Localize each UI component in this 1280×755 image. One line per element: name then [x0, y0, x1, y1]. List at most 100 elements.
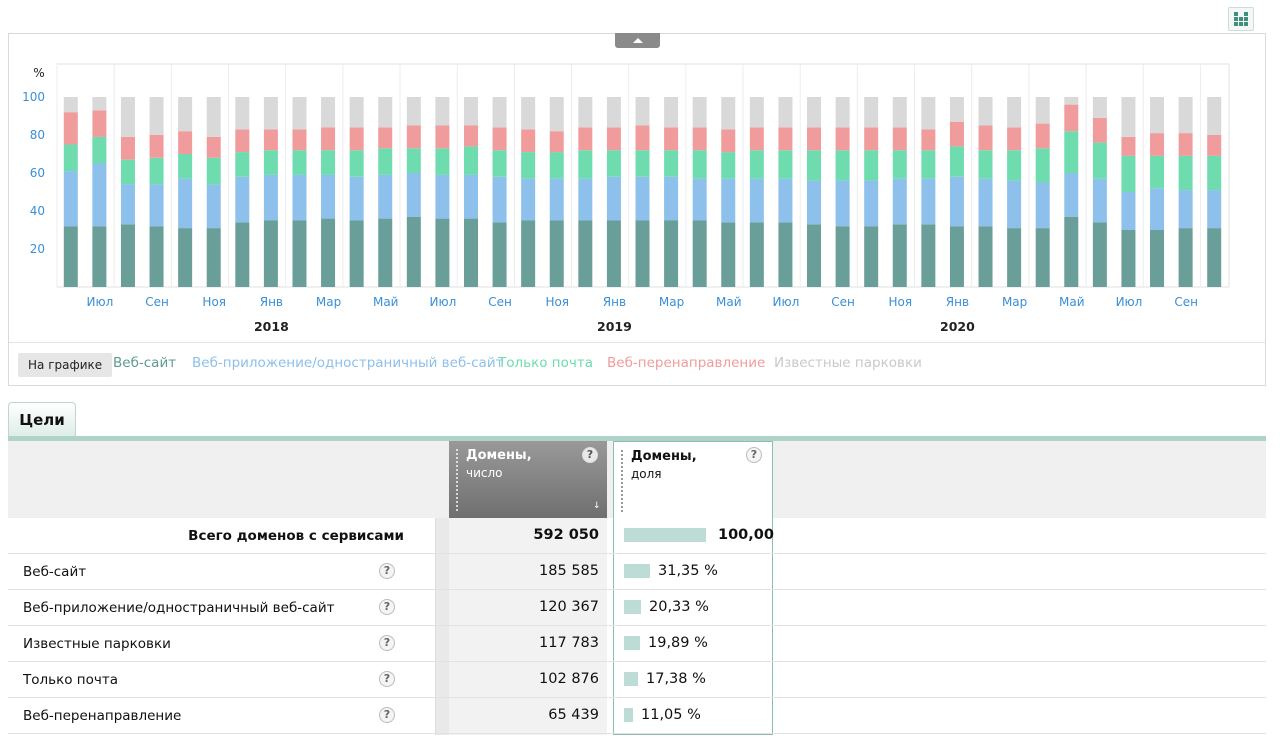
bar-segment: [435, 148, 450, 175]
legend-item-webapp[interactable]: Веб-приложение/одностраничный веб-сайт: [192, 355, 504, 371]
bar-segment: [606, 97, 621, 128]
bar-segment: [235, 97, 250, 130]
bar-segment: [692, 127, 707, 151]
x-tick-label: Янв: [603, 295, 626, 309]
bar-segment: [578, 97, 593, 128]
share-bar: [624, 600, 641, 614]
x-tick-label: Ноя: [545, 295, 569, 309]
bar-segment: [63, 112, 78, 145]
help-icon[interactable]: ?: [379, 563, 395, 579]
tab-goals[interactable]: Цели: [8, 402, 76, 438]
x-tick-label: Июл: [87, 295, 114, 309]
legend-item-mail-only[interactable]: Только почта: [498, 355, 593, 371]
bar-segment: [492, 127, 507, 151]
bar-segment: [378, 148, 393, 175]
bar-segment: [263, 97, 278, 130]
bar-segment: [1035, 182, 1050, 229]
year-label: 2019: [597, 319, 632, 334]
collapse-chart-button[interactable]: [615, 33, 660, 48]
row-label: Веб-сайт: [23, 564, 87, 580]
bar-segment: [406, 173, 421, 217]
column-header-count[interactable]: Домены, число ? ↓: [449, 441, 607, 518]
bar-segment: [835, 180, 850, 227]
bar-segment: [378, 127, 393, 149]
bar-segment: [1092, 222, 1107, 287]
bar-segment: [664, 97, 679, 128]
bar-segment: [292, 174, 307, 221]
table-row[interactable]: Только почта ? 102 876 17,38 %: [8, 662, 1266, 698]
x-tick-label: Ноя: [202, 295, 226, 309]
table-gutter: [435, 518, 449, 735]
bar-segment: [292, 97, 307, 130]
bar-segment: [92, 136, 107, 164]
bar-segment: [1064, 131, 1079, 173]
help-icon[interactable]: ?: [379, 599, 395, 615]
bar-segment: [1178, 97, 1193, 134]
bar-segment: [807, 180, 822, 225]
help-icon[interactable]: ?: [379, 671, 395, 687]
year-label: 2018: [254, 319, 289, 334]
bar-segment: [521, 152, 536, 179]
bar-segment: [978, 150, 993, 179]
bar-segment: [1092, 142, 1107, 179]
chart-view-toggle-button[interactable]: [1228, 7, 1254, 31]
x-tick-label: Мар: [1002, 295, 1027, 309]
y-tick-label: 100: [22, 90, 45, 104]
bar-segment: [1207, 228, 1222, 287]
bar-segment: [235, 176, 250, 223]
bar-segment: [349, 220, 364, 287]
bar-segment: [807, 127, 822, 151]
bar-segment: [1207, 190, 1222, 229]
bar-segment: [1092, 117, 1107, 143]
bar-segment: [892, 178, 907, 225]
bar-segment: [178, 178, 193, 229]
bar-segment: [892, 127, 907, 151]
chevron-up-icon: [632, 38, 643, 43]
bar-segment: [92, 110, 107, 137]
bar-segment: [406, 148, 421, 173]
drag-handle-icon[interactable]: [621, 450, 623, 512]
column-header-share[interactable]: Домены, доля ?: [613, 441, 773, 518]
bar-segment: [1064, 216, 1079, 287]
help-icon[interactable]: ?: [746, 447, 762, 463]
bar-segment: [292, 150, 307, 175]
bar-segment: [1064, 173, 1079, 217]
bar-segment: [835, 226, 850, 287]
bar-segment: [378, 97, 393, 128]
bar-segment: [892, 224, 907, 287]
table-row[interactable]: Известные парковки ? 117 783 19,89 %: [8, 626, 1266, 662]
drag-handle-icon[interactable]: [456, 449, 458, 511]
table-row[interactable]: Веб-перенаправление ? 65 439 11,05 %: [8, 698, 1266, 734]
table-row[interactable]: Веб-сайт ? 185 585 31,35 %: [8, 554, 1266, 590]
y-tick-label: 40: [30, 204, 45, 218]
row-count: 592 050: [533, 527, 599, 543]
help-icon[interactable]: ?: [379, 635, 395, 651]
bar-segment: [892, 97, 907, 128]
column-header-count-sub: число: [466, 466, 503, 480]
bar-segment: [1150, 188, 1165, 230]
legend-item-redirect[interactable]: Веб-перенаправление: [607, 355, 766, 371]
bar-segment: [749, 150, 764, 179]
share-bar: [624, 708, 633, 722]
x-tick-label: Июл: [773, 295, 800, 309]
bar-segment: [606, 176, 621, 221]
x-tick-label: Май: [716, 295, 742, 309]
bar-segment: [1007, 150, 1022, 181]
bar-segment: [978, 226, 993, 287]
bar-segment: [1092, 97, 1107, 118]
legend-item-parking[interactable]: Известные парковки: [774, 355, 922, 371]
table-row[interactable]: Веб-приложение/одностраничный веб-сайт ?…: [8, 590, 1266, 626]
bar-segment: [120, 136, 135, 160]
chart-panel: % 20 40 60 80 100 Июл Сен Ноя Янв Мар Май Июл Сен Ноя Я…: [8, 33, 1266, 386]
bar-segment: [1121, 97, 1136, 137]
bar-segment: [435, 125, 450, 149]
bar-segment: [1207, 135, 1222, 156]
help-icon[interactable]: ?: [582, 447, 598, 463]
sort-desc-icon[interactable]: ↓: [593, 501, 601, 511]
legend-item-website[interactable]: Веб-сайт: [113, 355, 177, 371]
bar-segment: [149, 97, 164, 135]
bar-segment: [263, 150, 278, 175]
help-icon[interactable]: ?: [379, 707, 395, 723]
x-tick-label: Сен: [1174, 295, 1198, 309]
bar-segment: [1064, 97, 1079, 105]
